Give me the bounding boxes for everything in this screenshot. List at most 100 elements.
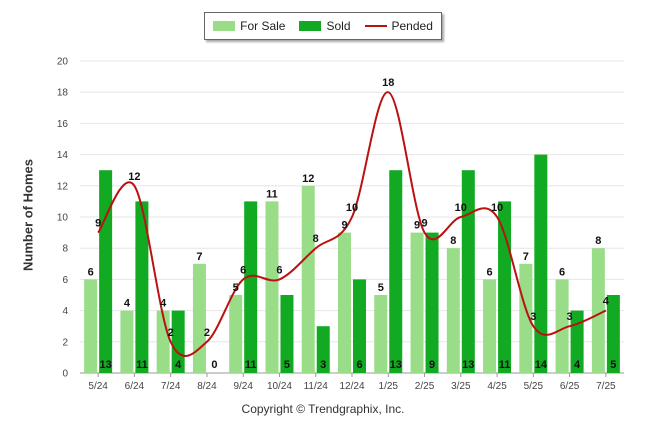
data-label-for-sale: 11 (266, 188, 278, 200)
data-label-for-sale: 4 (124, 298, 131, 310)
legend-swatch-sold (299, 21, 322, 31)
x-tick-label: 9/24 (233, 381, 253, 392)
data-label-pended: 12 (128, 171, 140, 183)
bar-for-sale (229, 295, 243, 373)
legend-swatch-for-sale (213, 21, 236, 31)
data-label-sold: 4 (574, 359, 581, 371)
x-tick-label: 11/24 (304, 381, 329, 392)
data-label-sold: 11 (245, 359, 257, 371)
bar-sold (135, 201, 149, 373)
y-tick-label: 10 (57, 213, 69, 224)
x-tick-label: 8/24 (197, 381, 217, 392)
bar-for-sale (410, 232, 424, 373)
data-label-pended: 3 (567, 311, 573, 323)
data-label-sold: 5 (610, 359, 616, 371)
bar-for-sale (301, 185, 315, 373)
y-tick-label: 8 (62, 244, 68, 255)
x-tick-label: 5/25 (524, 381, 544, 392)
legend-item-sold[interactable]: Sold (299, 19, 351, 33)
data-label-pended: 9 (421, 218, 427, 230)
data-label-pended: 18 (382, 77, 394, 89)
data-label-for-sale: 4 (160, 298, 167, 310)
data-label-pended: 3 (530, 311, 536, 323)
x-tick-label: 10/24 (267, 381, 292, 392)
bar-sold (534, 154, 548, 373)
y-tick-label: 14 (57, 150, 69, 161)
data-label-pended: 10 (455, 202, 467, 214)
data-label-pended: 10 (491, 202, 503, 214)
data-label-sold: 4 (175, 359, 182, 371)
data-label-sold: 13 (100, 359, 112, 371)
bar-for-sale (555, 279, 569, 373)
bar-for-sale (446, 248, 460, 373)
data-label-pended: 6 (240, 264, 246, 276)
copyright-footer: Copyright © Trendgraphix, Inc. (241, 402, 405, 416)
bar-for-sale (192, 263, 206, 373)
x-tick-label: 5/24 (88, 381, 108, 392)
bar-for-sale (265, 201, 279, 373)
x-tick-label: 6/24 (125, 381, 145, 392)
y-tick-label: 16 (57, 119, 69, 130)
data-label-for-sale: 5 (233, 282, 239, 294)
bar-for-sale (338, 232, 351, 373)
legend-swatch-pended (364, 25, 387, 27)
y-axis-label: Number of Homes (20, 159, 36, 271)
bar-sold (498, 201, 512, 373)
data-label-sold: 13 (390, 359, 402, 371)
bar-for-sale (519, 263, 533, 373)
bar-sold (244, 201, 258, 373)
data-label-sold: 9 (429, 359, 435, 371)
x-tick-label: 7/25 (596, 381, 616, 392)
legend: For Sale Sold Pended (204, 12, 442, 40)
y-tick-label: 20 (57, 57, 69, 68)
legend-item-pended[interactable]: Pended (364, 19, 433, 33)
data-label-for-sale: 8 (450, 235, 456, 247)
data-label-sold: 13 (462, 359, 474, 371)
x-tick-label: 4/25 (487, 381, 507, 392)
data-label-sold: 6 (356, 359, 362, 371)
data-label-pended: 8 (313, 233, 319, 245)
data-label-for-sale: 6 (487, 266, 493, 278)
legend-label-for-sale: For Sale (240, 19, 286, 33)
data-label-for-sale: 9 (341, 220, 347, 232)
data-label-for-sale: 9 (414, 220, 420, 232)
bar-sold (280, 295, 294, 373)
data-label-pended: 6 (276, 264, 282, 276)
data-label-pended: 4 (603, 296, 610, 308)
bar-for-sale (84, 279, 98, 373)
data-label-sold: 14 (535, 359, 548, 371)
bar-for-sale (120, 310, 134, 373)
data-label-for-sale: 12 (302, 173, 314, 185)
x-tick-label: 7/24 (161, 381, 181, 392)
data-label-pended: 9 (95, 218, 101, 230)
data-label-sold: 3 (320, 359, 326, 371)
bar-sold (353, 279, 366, 373)
y-tick-label: 2 (62, 337, 68, 348)
data-label-for-sale: 7 (196, 251, 202, 263)
legend-label-sold: Sold (326, 19, 351, 33)
bar-sold (570, 310, 584, 373)
x-tick-label: 3/25 (451, 381, 471, 392)
bar-for-sale (156, 310, 170, 373)
y-tick-label: 12 (57, 181, 69, 192)
x-tick-label: 12/24 (339, 381, 364, 392)
data-label-pended: 10 (346, 202, 358, 214)
bar-for-sale (483, 279, 497, 373)
data-label-sold: 5 (284, 359, 290, 371)
data-label-sold: 0 (211, 359, 217, 371)
bar-for-sale (591, 248, 605, 373)
bar-sold (425, 232, 439, 373)
line-pended (97, 91, 607, 357)
data-label-for-sale: 6 (88, 266, 94, 278)
bar-sold (316, 326, 330, 373)
data-label-for-sale: 8 (595, 235, 601, 247)
x-tick-label: 1/25 (379, 381, 399, 392)
y-tick-label: 6 (62, 275, 68, 286)
bar-sold (171, 310, 185, 373)
bar-sold (606, 295, 620, 373)
data-label-for-sale: 6 (559, 266, 565, 278)
bar-sold (389, 170, 403, 373)
legend-item-for-sale[interactable]: For Sale (213, 19, 285, 33)
data-label-sold: 11 (499, 359, 511, 371)
